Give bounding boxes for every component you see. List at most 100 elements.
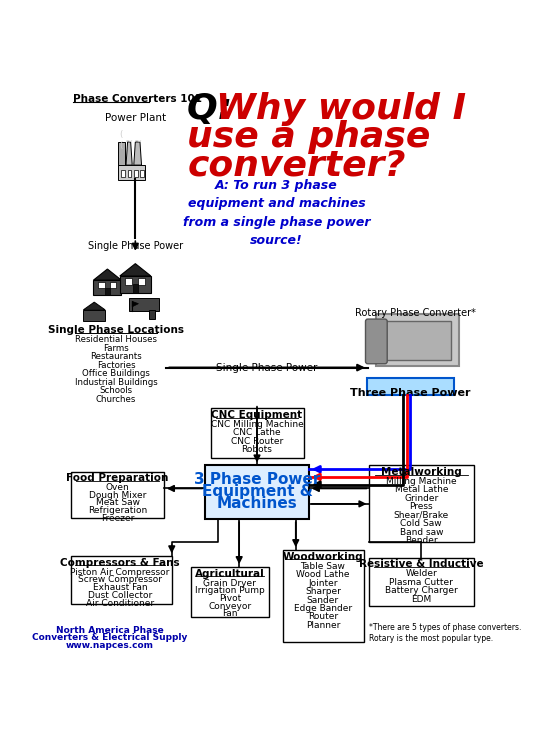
Text: Agricultural: Agricultural <box>195 569 265 578</box>
Text: Equipment &: Equipment & <box>201 484 313 499</box>
Text: Rotary Phase Converter*: Rotary Phase Converter* <box>355 308 476 319</box>
Text: Woodworking: Woodworking <box>282 552 363 562</box>
Text: Residential Houses: Residential Houses <box>75 335 157 344</box>
Text: *There are 5 types of phase converters.
Rotary is the most popular type.: *There are 5 types of phase converters. … <box>369 623 522 643</box>
Text: Table Saw: Table Saw <box>300 562 345 570</box>
Text: Three Phase Power: Three Phase Power <box>350 388 471 399</box>
Polygon shape <box>93 269 121 280</box>
Polygon shape <box>120 264 151 276</box>
Text: Refrigeration: Refrigeration <box>88 506 147 515</box>
FancyBboxPatch shape <box>366 319 387 364</box>
Text: Plasma Cutter: Plasma Cutter <box>389 578 453 586</box>
Text: Power Plant: Power Plant <box>105 113 166 123</box>
Text: Router: Router <box>308 612 338 622</box>
FancyBboxPatch shape <box>367 378 454 396</box>
Text: ~: ~ <box>125 137 133 147</box>
FancyBboxPatch shape <box>83 310 105 321</box>
FancyBboxPatch shape <box>369 558 474 606</box>
FancyBboxPatch shape <box>71 471 164 517</box>
FancyBboxPatch shape <box>71 556 172 604</box>
Text: Piston Air Compressor: Piston Air Compressor <box>70 568 170 577</box>
Text: Phase Converters 101: Phase Converters 101 <box>74 94 202 104</box>
FancyBboxPatch shape <box>133 285 137 293</box>
Text: Sander: Sander <box>307 595 339 605</box>
Text: ~: ~ <box>134 137 142 147</box>
FancyBboxPatch shape <box>149 310 156 319</box>
Text: CNC Milling Machine: CNC Milling Machine <box>211 420 303 429</box>
Text: Edge Bander: Edge Bander <box>294 604 352 613</box>
Text: Pivot: Pivot <box>219 594 241 603</box>
Text: Fan: Fan <box>222 609 238 618</box>
FancyBboxPatch shape <box>120 276 151 293</box>
Text: Schools: Schools <box>99 386 133 395</box>
Text: Factories: Factories <box>97 360 135 370</box>
Polygon shape <box>132 302 139 307</box>
Text: Press: Press <box>410 502 433 512</box>
Text: Conveyor: Conveyor <box>208 602 251 611</box>
FancyBboxPatch shape <box>128 170 132 177</box>
Text: Machines: Machines <box>216 496 297 511</box>
Text: Why would I: Why would I <box>216 92 466 126</box>
Text: Resistive & Inductive: Resistive & Inductive <box>359 559 484 570</box>
Text: www.napces.com: www.napces.com <box>66 641 154 650</box>
Text: Grain Dryer: Grain Dryer <box>204 578 256 588</box>
Text: Grinder: Grinder <box>404 494 438 503</box>
Text: Single Phase Power: Single Phase Power <box>88 241 183 251</box>
Polygon shape <box>83 302 105 310</box>
Text: EDM: EDM <box>411 595 431 604</box>
Text: Single Phase Power: Single Phase Power <box>216 363 318 373</box>
Polygon shape <box>126 142 132 165</box>
FancyBboxPatch shape <box>121 170 125 177</box>
Text: Office Buildings: Office Buildings <box>82 369 150 378</box>
Text: Single Phase Locations: Single Phase Locations <box>48 325 184 335</box>
Text: CNC Equipment: CNC Equipment <box>212 410 302 420</box>
FancyBboxPatch shape <box>134 170 137 177</box>
Text: Welder: Welder <box>405 570 437 578</box>
FancyBboxPatch shape <box>118 142 125 165</box>
Text: Meat Saw: Meat Saw <box>96 498 140 507</box>
Text: Battery Charger: Battery Charger <box>385 586 458 595</box>
Text: use a phase: use a phase <box>187 120 431 154</box>
Text: Bender: Bender <box>405 537 438 545</box>
Text: Milling Machine: Milling Machine <box>386 477 456 486</box>
Text: 3 Phase Power: 3 Phase Power <box>194 471 320 487</box>
Text: Air Conditioner: Air Conditioner <box>86 599 154 608</box>
Text: Metalworking: Metalworking <box>381 467 462 477</box>
Text: Wood Lathe: Wood Lathe <box>296 570 350 579</box>
FancyBboxPatch shape <box>282 550 364 642</box>
Text: Oven: Oven <box>106 483 129 492</box>
Text: Converters & Electrical Supply: Converters & Electrical Supply <box>32 633 187 642</box>
Text: Band saw: Band saw <box>400 528 443 537</box>
Text: Sharper: Sharper <box>305 587 341 596</box>
FancyBboxPatch shape <box>125 278 132 286</box>
FancyBboxPatch shape <box>110 282 116 288</box>
FancyBboxPatch shape <box>98 282 105 288</box>
Text: Farms: Farms <box>103 344 129 353</box>
Text: Screw Compressor: Screw Compressor <box>78 575 162 584</box>
Text: Industrial Buildings: Industrial Buildings <box>75 377 157 387</box>
Text: CNC Lathe: CNC Lathe <box>233 429 281 437</box>
Text: Shear/Brake: Shear/Brake <box>394 511 449 520</box>
Text: Metal Lathe: Metal Lathe <box>395 485 448 495</box>
Text: A: To run 3 phase
equipment and machines
from a single phase power
source!: A: To run 3 phase equipment and machines… <box>183 179 370 247</box>
FancyBboxPatch shape <box>205 465 309 519</box>
FancyBboxPatch shape <box>369 465 474 542</box>
FancyBboxPatch shape <box>376 314 459 366</box>
FancyBboxPatch shape <box>211 407 303 458</box>
Text: Restaurants: Restaurants <box>90 352 142 361</box>
Text: Food Preparation: Food Preparation <box>66 473 169 483</box>
Text: (
(: ( ( <box>120 131 123 150</box>
Text: Irrigation Pump: Irrigation Pump <box>195 586 265 595</box>
Text: Cold Saw: Cold Saw <box>401 519 442 528</box>
FancyBboxPatch shape <box>191 567 268 617</box>
Text: Freezer: Freezer <box>101 514 134 523</box>
Text: Churches: Churches <box>96 395 136 404</box>
FancyBboxPatch shape <box>105 288 110 295</box>
Text: Q:: Q: <box>187 92 245 126</box>
Text: Jointer: Jointer <box>308 578 338 588</box>
Polygon shape <box>134 142 142 165</box>
Text: North America Phase: North America Phase <box>56 625 164 634</box>
Text: Compressors & Fans: Compressors & Fans <box>60 558 180 568</box>
FancyBboxPatch shape <box>140 170 144 177</box>
Text: CNC Router: CNC Router <box>231 437 283 446</box>
